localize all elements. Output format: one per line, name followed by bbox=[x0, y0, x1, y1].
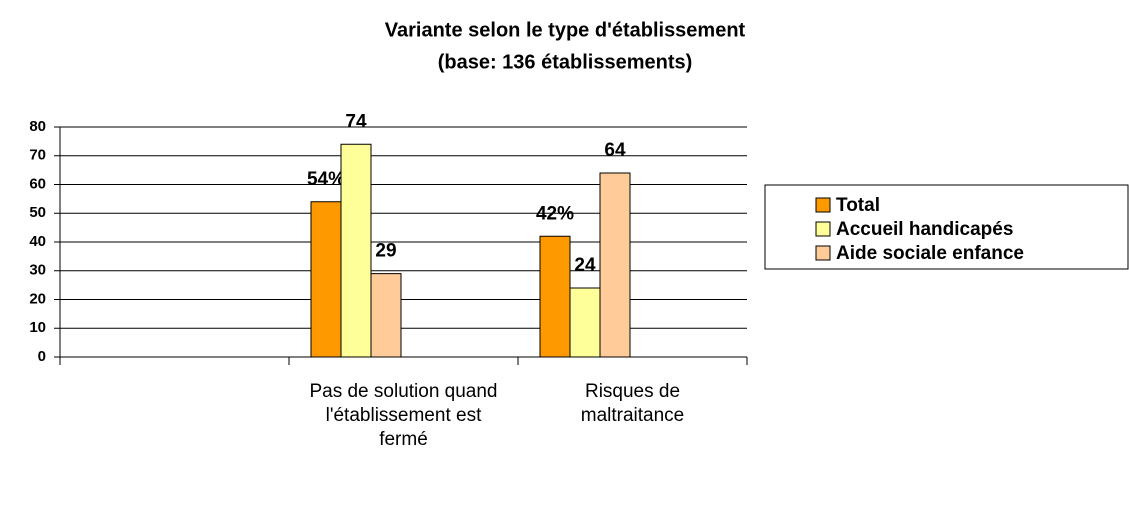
data-label: 64 bbox=[604, 140, 626, 161]
data-label: 74 bbox=[345, 111, 367, 132]
legend-label: Total bbox=[836, 195, 880, 216]
y-tick-label: 40 bbox=[29, 233, 46, 250]
legend-label: Accueil handicapés bbox=[836, 219, 1013, 240]
chart-title: Variante selon le type d'établissement bbox=[385, 19, 746, 41]
y-tick-label: 80 bbox=[29, 118, 46, 135]
y-tick-label: 30 bbox=[29, 262, 46, 279]
bar bbox=[539, 235, 571, 358]
bar bbox=[340, 143, 372, 358]
bar bbox=[370, 273, 402, 358]
x-tick-label-box: Pas de solution quand l'établissement es… bbox=[309, 381, 498, 450]
data-label: 54% bbox=[307, 169, 345, 190]
bar bbox=[310, 201, 342, 358]
legend-swatch bbox=[815, 245, 831, 261]
data-label: 24 bbox=[574, 255, 596, 276]
y-tick-label: 10 bbox=[29, 319, 46, 336]
legend-label: Aide sociale enfance bbox=[836, 243, 1024, 264]
y-tick-label: 70 bbox=[29, 147, 46, 164]
chart-subtitle: (base: 136 établissements) bbox=[438, 51, 693, 73]
x-tick-label: Risques de maltraitance bbox=[580, 381, 685, 426]
y-tick-label: 50 bbox=[29, 204, 46, 221]
legend-swatch bbox=[815, 197, 831, 213]
data-label: 42% bbox=[536, 203, 574, 224]
data-label: 29 bbox=[375, 241, 396, 262]
bar bbox=[599, 172, 631, 358]
x-tick-label-box: Risques de maltraitance bbox=[580, 381, 685, 426]
y-tick-label: 0 bbox=[38, 348, 46, 365]
legend-swatch bbox=[815, 221, 831, 237]
bar bbox=[569, 287, 601, 358]
y-tick-label: 20 bbox=[29, 290, 46, 307]
y-tick-label: 60 bbox=[29, 175, 46, 192]
x-tick-label: Pas de solution quand l'établissement es… bbox=[309, 381, 498, 450]
